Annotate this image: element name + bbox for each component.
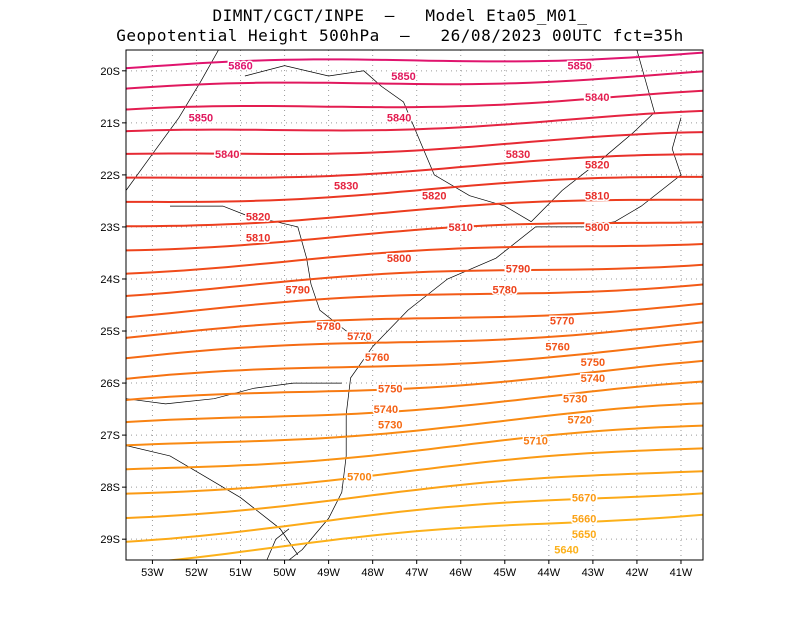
lat-tick-label: 29S	[100, 534, 120, 546]
contour-line-5750	[126, 283, 703, 319]
contour-label: 5840	[215, 149, 239, 161]
contour-line-5850	[126, 70, 703, 90]
contour-line-5690	[126, 402, 703, 447]
contour-label: 5810	[448, 222, 472, 234]
contour-label: 5780	[493, 284, 517, 296]
map-title-line2: Geopotential Height 500hPa – 26/08/2023 …	[116, 26, 684, 45]
contour-label: 5800	[387, 253, 411, 265]
lat-tick-label: 27S	[100, 430, 120, 442]
lat-tick-label: 22S	[100, 170, 120, 182]
lat-tick-label: 20S	[100, 66, 120, 78]
contour-label: 5640	[554, 545, 578, 557]
contour-line-5670	[126, 447, 703, 495]
lon-tick-label: 47W	[405, 567, 428, 579]
contour-label: 5830	[506, 149, 530, 161]
border-line	[126, 50, 219, 191]
lat-tick-label: 21S	[100, 118, 120, 130]
contour-line-5840	[126, 89, 703, 111]
contour-label: 5650	[572, 529, 596, 541]
contour-label: 5710	[523, 435, 547, 447]
contour-line-5740	[126, 302, 703, 339]
height-contours	[126, 51, 703, 560]
contour-label: 5750	[378, 383, 402, 395]
contour-label: 5820	[246, 212, 270, 224]
contour-line-5660	[126, 470, 703, 519]
lat-tick-label: 25S	[100, 326, 120, 338]
contour-label: 5670	[572, 493, 596, 505]
border-line	[266, 528, 290, 560]
contour-label: 5790	[506, 264, 530, 276]
contour-label: 5860	[228, 61, 252, 73]
contour-line-5710	[126, 359, 703, 401]
contour-label: 5800	[585, 222, 609, 234]
contour-label: 5820	[422, 191, 446, 203]
contour-labels: 5860 5850 5850 5850 5840 5840 5840 5830 5830 5820…	[187, 59, 611, 558]
contour-label: 5760	[545, 342, 569, 354]
contour-line-5730	[126, 321, 703, 360]
lon-tick-label: 44W	[538, 567, 561, 579]
contour-label: 5780	[316, 321, 340, 333]
contour-label: 5730	[563, 394, 587, 406]
contour-label: 5770	[550, 316, 574, 328]
contour-label: 5840	[585, 92, 609, 104]
contour-label: 5810	[246, 232, 270, 244]
contour-line-5800	[126, 175, 703, 204]
contour-label: 5760	[365, 352, 389, 364]
contour-label: 5740	[374, 404, 398, 416]
lon-tick-label: 46W	[449, 567, 472, 579]
lon-tick-label: 51W	[229, 567, 252, 579]
contour-label: 5700	[347, 472, 371, 484]
lat-tick-label: 24S	[100, 274, 120, 286]
contour-label: 5660	[572, 513, 596, 525]
contour-label: 5850	[391, 71, 415, 83]
contour-label: 5730	[378, 420, 402, 432]
contour-label: 5850	[189, 113, 213, 125]
contour-line-5760	[126, 263, 703, 297]
border-line	[244, 65, 532, 223]
lon-tick-label: 53W	[141, 567, 164, 579]
contour-line-5640	[164, 513, 703, 560]
contour-label: 5830	[334, 180, 358, 192]
contour-line-5810	[126, 153, 703, 179]
contour-line-5860	[126, 51, 703, 70]
contour-line-5720	[126, 340, 703, 380]
contour-line-5650	[126, 492, 703, 543]
contour-label: 5850	[567, 61, 591, 73]
contour-line-5830	[126, 109, 703, 133]
contour-label: 5820	[585, 160, 609, 172]
lon-tick-label: 50W	[273, 567, 296, 579]
lat-tick-label: 28S	[100, 482, 120, 494]
lon-tick-label: 52W	[185, 567, 208, 579]
contour-line-5680	[126, 424, 703, 471]
border-line	[170, 205, 369, 342]
contour-line-5820	[126, 131, 703, 155]
contour-label: 5750	[581, 357, 605, 369]
contour-label: 5790	[286, 284, 310, 296]
lat-tick-label: 26S	[100, 378, 120, 390]
border-line	[530, 50, 655, 222]
contour-label: 5840	[387, 113, 411, 125]
contour-label: 5770	[347, 331, 371, 343]
lon-tick-label: 48W	[361, 567, 384, 579]
contour-line-5700	[126, 380, 703, 424]
map-title-line1: DIMNT/CGCT/INPE – Model Eta05_M01_	[212, 6, 588, 25]
lon-tick-label: 49W	[317, 567, 340, 579]
lon-tick-label: 45W	[493, 567, 516, 579]
plot-frame	[125, 49, 704, 561]
lon-tick-label: 43W	[582, 567, 605, 579]
contour-line-5770	[126, 243, 703, 275]
contour-label: 5720	[567, 415, 591, 427]
contour-label: 5810	[585, 191, 609, 203]
contour-label: 5740	[581, 373, 605, 385]
axis-ticks: 53W 52W 51W 50W 49W 48W 47W 46W 45W 44W 43W 42W 41W 2…	[100, 66, 692, 579]
lon-tick-label: 42W	[626, 567, 649, 579]
lon-tick-label: 41W	[670, 567, 693, 579]
lat-tick-label: 23S	[100, 222, 120, 234]
contour-line-5780	[126, 221, 703, 252]
contour-line-5790	[126, 198, 703, 228]
